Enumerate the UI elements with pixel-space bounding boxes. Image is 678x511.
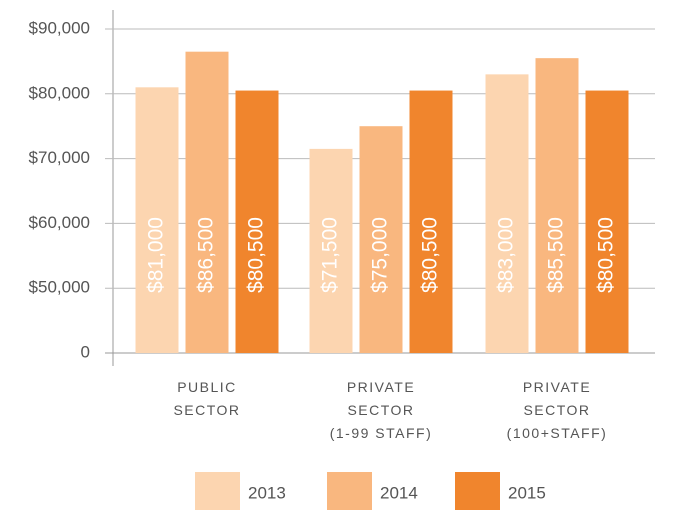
legend-label: 2013 <box>248 483 286 502</box>
legend-swatch <box>195 472 240 510</box>
value-label: $81,000 <box>145 217 168 293</box>
bar <box>585 90 629 353</box>
legend-label: 2015 <box>508 483 546 502</box>
value-label: $83,000 <box>495 217 518 293</box>
y-tick-label: $70,000 <box>29 148 90 167</box>
x-tick-label: PRIVATE SECTOR (100+STAFF) <box>507 379 608 441</box>
bar <box>309 148 353 353</box>
x-tick-label: PUBLIC SECTOR <box>173 379 240 418</box>
bar <box>485 74 529 354</box>
x-tick-line: PRIVATE <box>523 379 591 395</box>
value-label: $75,000 <box>369 217 392 293</box>
legend-swatch <box>327 472 372 510</box>
x-tick-line: PRIVATE <box>347 379 415 395</box>
y-tick-label: $50,000 <box>29 278 90 297</box>
x-tick-line: SECTOR <box>173 402 240 418</box>
x-tick-label: PRIVATE SECTOR (1-99 STAFF) <box>330 379 433 441</box>
value-label: $80,500 <box>419 217 442 293</box>
x-tick-line: (1-99 STAFF) <box>330 425 433 441</box>
value-label: $71,500 <box>319 217 342 293</box>
value-label: $85,500 <box>545 217 568 293</box>
bar <box>185 51 229 354</box>
y-tick-label: $90,000 <box>29 18 90 37</box>
x-tick-line: SECTOR <box>347 402 414 418</box>
x-tick-line: SECTOR <box>523 402 590 418</box>
bar <box>135 87 179 353</box>
x-tick-line: PUBLIC <box>177 379 237 395</box>
x-tick-line: (100+STAFF) <box>507 425 608 441</box>
value-label: $80,500 <box>245 217 268 293</box>
y-tick-label: $60,000 <box>29 213 90 232</box>
bar <box>359 126 403 353</box>
bar <box>409 90 453 353</box>
legend-label: 2014 <box>380 483 418 502</box>
value-label: $86,500 <box>195 217 218 293</box>
y-tick-label: $80,000 <box>29 83 90 102</box>
value-label: $80,500 <box>595 217 618 293</box>
bar <box>235 90 279 353</box>
bar <box>535 58 579 353</box>
y-tick-label: 0 <box>81 342 90 361</box>
legend-swatch <box>455 472 500 510</box>
